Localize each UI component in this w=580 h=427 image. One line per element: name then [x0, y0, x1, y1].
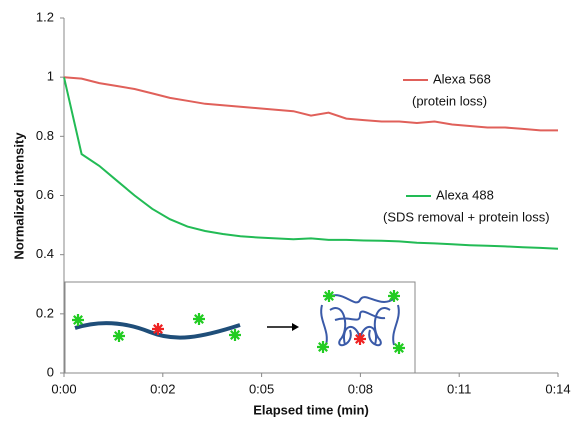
- annotation: (SDS removal + protein loss): [383, 209, 550, 224]
- inset-frame: [64, 281, 416, 374]
- y-tick-label: 1: [47, 69, 54, 84]
- x-tick-label: 0:08: [348, 381, 373, 396]
- legend-label: Alexa 488: [436, 187, 494, 202]
- x-tick-label: 0:05: [249, 381, 274, 396]
- x-axis-label: Elapsed time (min): [253, 402, 369, 417]
- x-tick-label: 0:14: [545, 381, 570, 396]
- data-line: [63, 76, 559, 250]
- y-tick-label: 1.2: [36, 9, 54, 24]
- x-tick-label: 0:00: [51, 381, 76, 396]
- unfolded-chain: [74, 321, 241, 340]
- legend-label: Alexa 568: [433, 71, 491, 86]
- y-tick-label: 0.4: [36, 246, 54, 261]
- y-tick-label: 0: [47, 364, 54, 379]
- y-tick-label: 0.2: [36, 305, 54, 320]
- x-tick-label: 0:02: [150, 381, 175, 396]
- data-line: [63, 76, 558, 132]
- annotation: (protein loss): [412, 93, 487, 108]
- y-tick-label: 0.8: [36, 128, 54, 143]
- arrow-head: [292, 323, 299, 331]
- x-tick-label: 0:11: [447, 381, 471, 396]
- y-axis-label: Normalized intensity: [11, 132, 26, 260]
- inset-diagram: [64, 281, 416, 374]
- y-tick-label: 0.6: [36, 187, 54, 202]
- folded-protein: [320, 294, 400, 347]
